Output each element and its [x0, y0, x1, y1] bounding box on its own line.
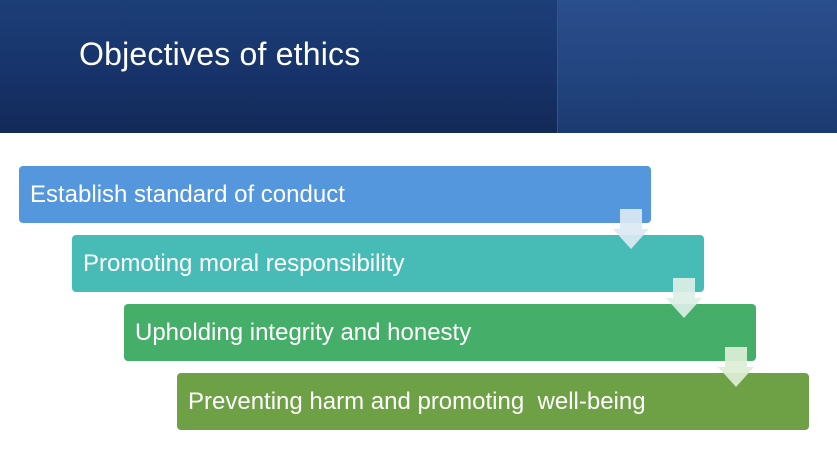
header-decorative-panel	[557, 0, 837, 133]
down-arrow-icon	[666, 278, 702, 318]
step-box-establish-standard: Establish standard of conduct	[19, 166, 651, 223]
slide-title: Objectives of ethics	[79, 36, 361, 72]
down-arrow-icon	[718, 347, 754, 387]
step-box-integrity-honesty: Upholding integrity and honesty	[124, 304, 756, 361]
step-box-moral-responsibility: Promoting moral responsibility	[72, 235, 704, 292]
down-arrow-icon	[613, 209, 649, 249]
slide-header: Objectives of ethics	[0, 0, 837, 133]
step-box-preventing-harm: Preventing harm and promoting well-being	[177, 373, 809, 430]
